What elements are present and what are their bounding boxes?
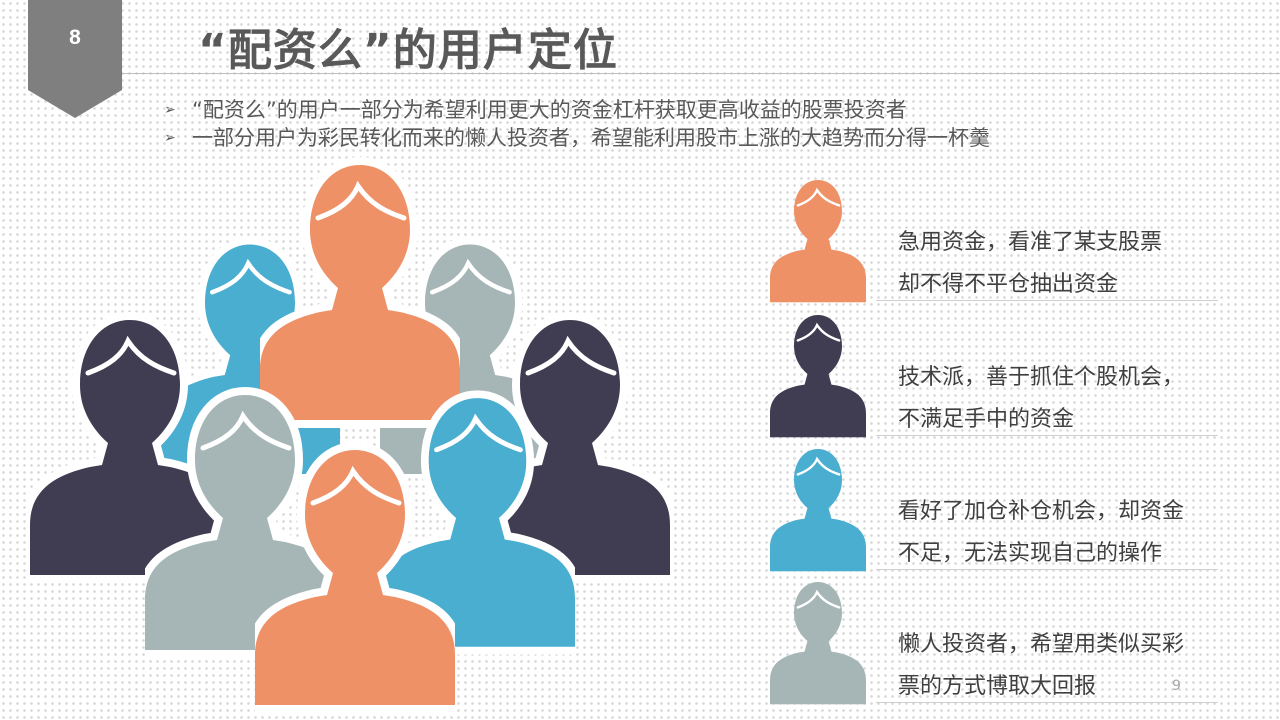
bullet-list: ➢ “配资么”的用户一部分为希望利用更大的资金杠杆获取更高收益的股票投资者 ➢ …	[164, 96, 990, 152]
bullet-item: ➢ “配资么”的用户一部分为希望利用更大的资金杠杆获取更高收益的股票投资者	[164, 96, 990, 124]
blue-user-icon	[770, 449, 866, 572]
slide-number-badge: 8	[28, 0, 122, 118]
arrow-bullet-icon: ➢	[164, 130, 176, 146]
bullet-item: ➢ 一部分用户为彩民转化而来的懒人投资者，希望能利用股市上涨的大趋势而分得一杯羹	[164, 124, 990, 152]
user-type-text-line2: 票的方式博取大回报	[898, 674, 1097, 699]
item-divider	[876, 569, 1218, 570]
arrow-bullet-icon: ➢	[164, 102, 176, 118]
badge-shape	[28, 0, 122, 118]
user-type-text-line1: 懒人投资者，希望用类似买彩	[898, 632, 1185, 657]
user-type-item: 技术派，善于抓住个股机会， 不满足手中的资金	[770, 311, 1220, 439]
item-divider	[876, 702, 1218, 703]
gray-user-icon	[770, 582, 866, 705]
user-type-item: 看好了加仓补仓机会，却资金 不足，无法实现自己的操作	[770, 445, 1220, 573]
page-number: 9	[1172, 678, 1181, 694]
user-type-text-line2: 却不得不平仓抽出资金	[898, 272, 1119, 297]
user-type-text-line1: 急用资金，看准了某支股票	[898, 230, 1163, 255]
user-crowd-illustration	[30, 150, 670, 720]
user-type-text-line2: 不足，无法实现自己的操作	[898, 541, 1163, 566]
slide-title: “配资么”的用户定位	[198, 25, 618, 76]
user-type-item: 懒人投资者，希望用类似买彩 票的方式博取大回报	[770, 578, 1220, 706]
user-type-text-line2: 不满足手中的资金	[898, 407, 1075, 432]
item-divider	[876, 435, 1218, 436]
user-type-text-line1: 看好了加仓补仓机会，却资金	[898, 499, 1185, 524]
bullet-text: 一部分用户为彩民转化而来的懒人投资者，希望能利用股市上涨的大趋势而分得一杯羹	[192, 126, 990, 150]
user-type-text-line1: 技术派，善于抓住个股机会，	[898, 365, 1185, 390]
title-divider	[122, 73, 1280, 74]
navy-user-icon	[770, 315, 866, 438]
user-type-item: 急用资金，看准了某支股票 却不得不平仓抽出资金	[770, 176, 1220, 304]
bullet-text: “配资么”的用户一部分为希望利用更大的资金杠杆获取更高收益的股票投资者	[192, 98, 907, 122]
item-divider	[876, 300, 1218, 301]
slide-number: 8	[69, 26, 81, 49]
orange-user-icon	[770, 180, 866, 303]
